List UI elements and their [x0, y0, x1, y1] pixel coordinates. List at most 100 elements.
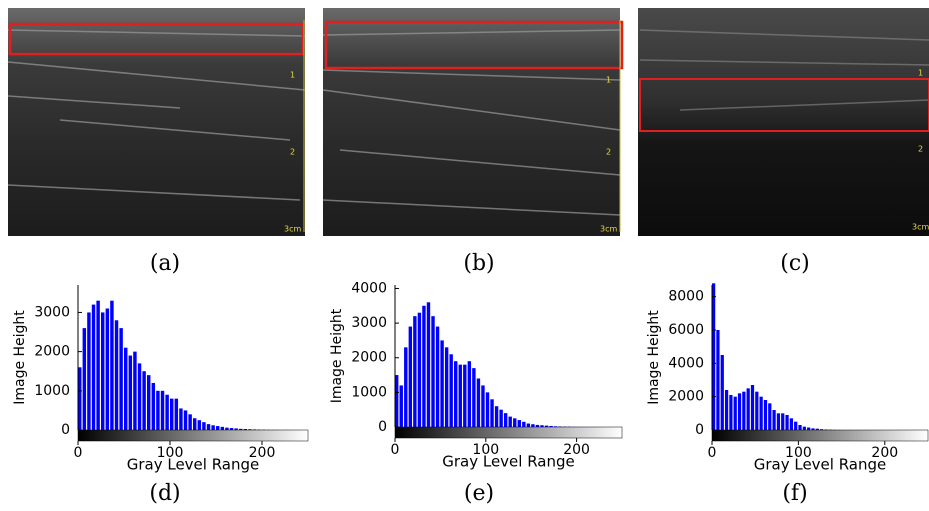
bar [790, 418, 793, 430]
bar [422, 306, 425, 427]
bar [216, 426, 219, 430]
bar [518, 420, 521, 427]
colorbar [78, 430, 308, 441]
bar [119, 328, 122, 430]
y-tick-label: 0 [695, 422, 704, 438]
bar [161, 391, 164, 430]
bar [87, 312, 90, 430]
bar [156, 391, 159, 430]
bar [531, 424, 534, 427]
bar [78, 367, 81, 430]
bar [777, 413, 780, 430]
y-axis-title: Image Height [329, 308, 345, 403]
depth-label: 1 [918, 69, 923, 78]
depth-label: 2 [290, 148, 295, 157]
ultrasound-images: 1 2 3cm 1 2 3cm 1 2 3cm [8, 8, 929, 236]
depth-label: 3cm [284, 225, 301, 234]
bar [481, 385, 484, 427]
y-tick-label: 2000 [34, 344, 70, 360]
bar [436, 327, 439, 427]
x-tick-label: 0 [708, 445, 717, 461]
y-tick-label: 2000 [668, 389, 704, 405]
y-axis-title: Image Height [12, 310, 28, 405]
bar [729, 395, 732, 430]
caption: (a) [150, 251, 180, 276]
bar [459, 365, 462, 427]
bar [211, 425, 214, 430]
depth-label: 2 [918, 145, 923, 154]
bar [751, 385, 754, 430]
bar [734, 397, 737, 430]
bar [431, 316, 434, 427]
bar [404, 347, 407, 427]
colorbar [712, 430, 928, 441]
image-a [8, 8, 305, 236]
bar [785, 415, 788, 430]
bar [513, 418, 516, 427]
bar [395, 375, 398, 427]
bar [486, 392, 489, 427]
bar [96, 301, 99, 430]
y-tick-label: 8000 [668, 289, 704, 305]
bar [725, 390, 728, 430]
bar [83, 328, 86, 430]
bar [230, 428, 233, 430]
bar [124, 348, 127, 430]
bar [207, 424, 210, 430]
bar [427, 302, 430, 427]
y-tick-label: 4000 [351, 280, 387, 296]
bar [468, 361, 471, 427]
bar [165, 395, 168, 430]
bar [179, 408, 182, 430]
bar [129, 356, 132, 430]
bar [798, 425, 801, 430]
bar [504, 413, 507, 427]
bar [760, 397, 763, 430]
y-tick-label: 2000 [351, 350, 387, 366]
y-tick-label: 3000 [351, 315, 387, 331]
bar [536, 425, 539, 427]
bar [413, 316, 416, 427]
y-tick-label: 0 [61, 422, 70, 438]
x-axis-title: Gray Level Range [442, 453, 575, 471]
bar [409, 327, 412, 427]
y-axis-title: Image Height [646, 310, 662, 405]
bar [527, 424, 530, 427]
depth-label: 1 [606, 76, 611, 85]
bar [755, 392, 758, 430]
bar [794, 422, 797, 430]
bar [133, 352, 136, 430]
y-tick-label: 1000 [34, 383, 70, 399]
y-tick-label: 3000 [34, 304, 70, 320]
x-tick-label: 0 [74, 445, 83, 461]
caption: (d) [149, 481, 180, 506]
bar [454, 361, 457, 427]
depth-label: 1 [290, 71, 295, 80]
bar [499, 410, 502, 427]
bar [772, 410, 775, 430]
bar [175, 399, 178, 430]
bar [198, 420, 201, 430]
bar [147, 375, 150, 430]
bar [193, 418, 196, 430]
bar [764, 400, 767, 430]
bar [522, 422, 525, 427]
depth-label: 3cm [600, 225, 617, 234]
bar [807, 428, 810, 431]
colorbar [395, 427, 622, 438]
bar [106, 309, 109, 430]
bar [509, 417, 512, 427]
caption: (f) [782, 481, 807, 506]
depth-label: 3cm [912, 223, 929, 232]
bar [738, 393, 741, 430]
bar [101, 312, 104, 430]
depth-label: 2 [606, 148, 611, 157]
bar [184, 410, 187, 430]
bar [540, 425, 543, 427]
bar [418, 313, 421, 427]
bar [472, 368, 475, 427]
bar [495, 406, 498, 427]
bar [463, 365, 466, 427]
bar [188, 414, 191, 430]
bar [440, 340, 443, 427]
